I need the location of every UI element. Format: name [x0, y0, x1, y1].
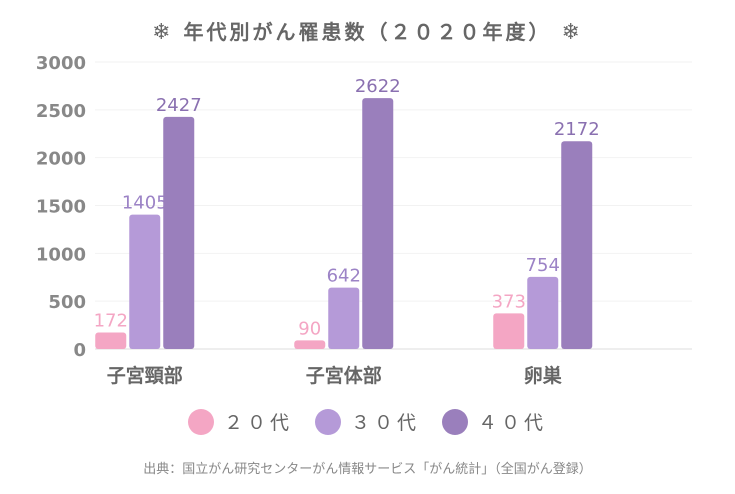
- chart-legend: ２０代 ３０代 ４０代: [0, 408, 735, 435]
- data-label: 2622: [355, 76, 401, 97]
- bar: [493, 313, 525, 349]
- data-label: 90: [298, 318, 321, 339]
- bar: [328, 287, 360, 349]
- legend-label: ４０代: [478, 412, 548, 434]
- y-tick-label: 2000: [36, 149, 86, 170]
- bar: [561, 141, 593, 349]
- data-label: 172: [94, 311, 128, 332]
- bar: [362, 98, 394, 349]
- x-tick-label: 子宮頸部: [107, 364, 183, 387]
- data-label: 1405: [122, 193, 168, 214]
- snowflake-icon: ❄: [561, 20, 583, 45]
- legend-label: ２０代: [223, 412, 293, 434]
- y-tick-label: 500: [48, 292, 86, 313]
- legend-swatch: [314, 408, 341, 435]
- legend-swatch: [187, 408, 214, 435]
- y-tick-label: 2500: [36, 101, 86, 122]
- chart-title-row: ❄ 年代別がん罹患数（２０２０年度） ❄: [0, 16, 735, 45]
- legend-item: ３０代: [314, 408, 420, 435]
- data-label: 642: [327, 266, 361, 287]
- legend-swatch: [442, 408, 468, 435]
- bar: [294, 340, 326, 349]
- x-tick-label: 子宮体部: [306, 364, 382, 387]
- y-tick-label: 0: [73, 340, 86, 361]
- y-tick-label: 1500: [36, 197, 86, 218]
- y-tick-label: 1000: [36, 244, 86, 265]
- snowflake-icon: ❄: [152, 20, 174, 45]
- data-label: 754: [526, 255, 560, 276]
- source-note: 出典：国立がん研究センターがん情報サービス「がん統計」（全国がん登録）: [143, 462, 592, 477]
- y-tick-label: 3000: [36, 53, 86, 74]
- legend-label: ３０代: [350, 412, 420, 434]
- bar-chart: 0 500 1000 1500 2000 2500 3000 172 1405 2427 子宮頸部 9…: [36, 53, 692, 387]
- data-label: 373: [492, 291, 526, 312]
- bar: [527, 276, 559, 349]
- bar: [163, 116, 195, 349]
- x-tick-label: 卵巣: [524, 364, 563, 387]
- legend-item: ２０代: [187, 408, 293, 435]
- data-label: 2172: [554, 119, 600, 140]
- legend-item: ４０代: [442, 408, 547, 435]
- chart-title: 年代別がん罹患数（２０２０年度）: [183, 20, 552, 44]
- bar: [95, 332, 127, 349]
- data-label: 2427: [156, 95, 202, 116]
- bar: [129, 214, 161, 349]
